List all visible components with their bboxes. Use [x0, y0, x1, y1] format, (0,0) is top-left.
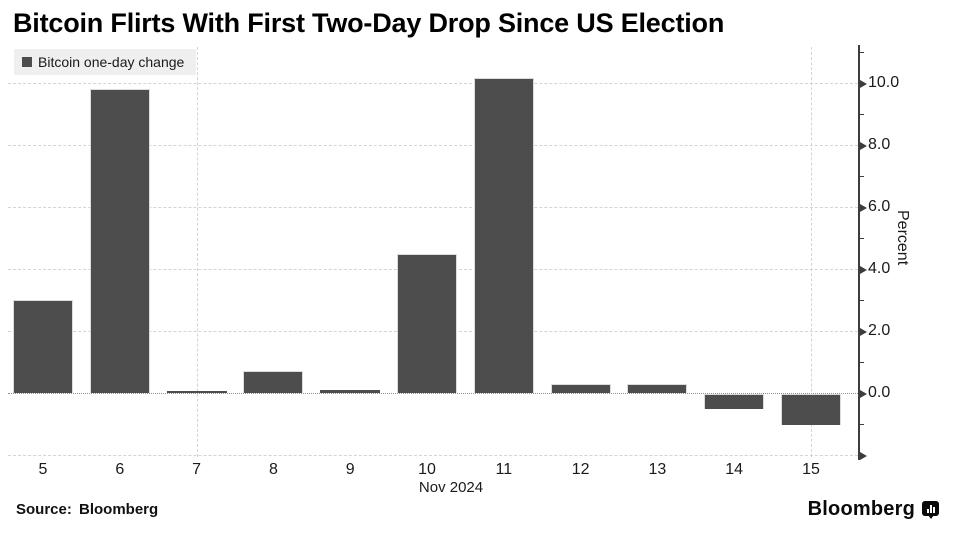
- bar: [781, 393, 841, 425]
- y-tick-label: 10.0: [868, 74, 900, 91]
- x-tick-label: 15: [802, 461, 820, 478]
- y-axis-title: Percent: [894, 210, 911, 266]
- y-gridline: [8, 455, 858, 456]
- y-axis-major-tick: [860, 327, 867, 336]
- x-tick-label: 12: [571, 461, 590, 478]
- y-axis-major-tick: [860, 79, 867, 88]
- y-axis-minor-tick: [860, 114, 864, 115]
- x-axis-title: Nov 2024: [418, 479, 484, 496]
- chart-title: Bitcoin Flirts With First Two-Day Drop S…: [13, 8, 725, 38]
- y-tick-label: 4.0: [868, 260, 891, 277]
- y-axis-minor-tick: [860, 300, 864, 301]
- x-tick-label: 6: [115, 461, 125, 478]
- x-tick-label: 11: [495, 461, 513, 478]
- x-gridline: [811, 47, 812, 457]
- y-axis-minor-tick: [860, 52, 864, 53]
- bar: [13, 300, 73, 393]
- y-gridline: [8, 207, 858, 208]
- legend-label: Bitcoin one-day change: [38, 54, 185, 70]
- y-tick-label: 2.0: [868, 322, 891, 339]
- y-tick-label: 8.0: [868, 136, 891, 153]
- x-tick-label: 14: [725, 461, 744, 478]
- x-tick-label: 13: [648, 461, 667, 478]
- x-tick-label: 9: [345, 461, 355, 478]
- y-axis-minor-tick: [860, 176, 864, 177]
- bar: [320, 389, 381, 393]
- y-axis-major-tick: [860, 451, 867, 460]
- bar: [473, 78, 534, 393]
- brand-logo: Bloomberg: [808, 498, 939, 521]
- x-tick-label: 7: [192, 461, 202, 478]
- y-axis-minor-tick: [860, 238, 864, 239]
- y-axis-major-tick: [860, 389, 867, 398]
- brand-wordmark: Bloomberg: [807, 498, 915, 520]
- x-tick-label: 10: [418, 461, 436, 478]
- y-gridline: [8, 83, 858, 84]
- x-gridline: [196, 47, 198, 457]
- bar: [627, 383, 688, 393]
- y-axis-major-tick: [860, 203, 867, 212]
- x-tick-label: 8: [268, 461, 278, 478]
- bar: [397, 253, 457, 393]
- y-axis-line: [858, 45, 860, 460]
- bloomberg-terminal-icon: [922, 500, 939, 520]
- bar: [89, 89, 150, 393]
- y-axis-major-tick: [860, 265, 867, 274]
- source-note: Source: Bloomberg: [16, 501, 159, 518]
- bar: [166, 391, 227, 393]
- y-tick-label: 0.0: [868, 384, 891, 401]
- legend: Bitcoin one-day change: [14, 49, 197, 75]
- y-axis-major-tick: [860, 141, 867, 150]
- legend-swatch-icon: [22, 57, 32, 67]
- y-tick-label: 6.0: [868, 198, 891, 215]
- bar: [704, 393, 765, 409]
- bar: [550, 383, 611, 393]
- bar: [243, 371, 304, 393]
- y-axis-minor-tick: [860, 424, 864, 425]
- x-tick-label: 5: [38, 461, 48, 478]
- y-gridline: [8, 145, 858, 146]
- y-axis-minor-tick: [860, 362, 864, 363]
- zero-baseline: [8, 393, 858, 394]
